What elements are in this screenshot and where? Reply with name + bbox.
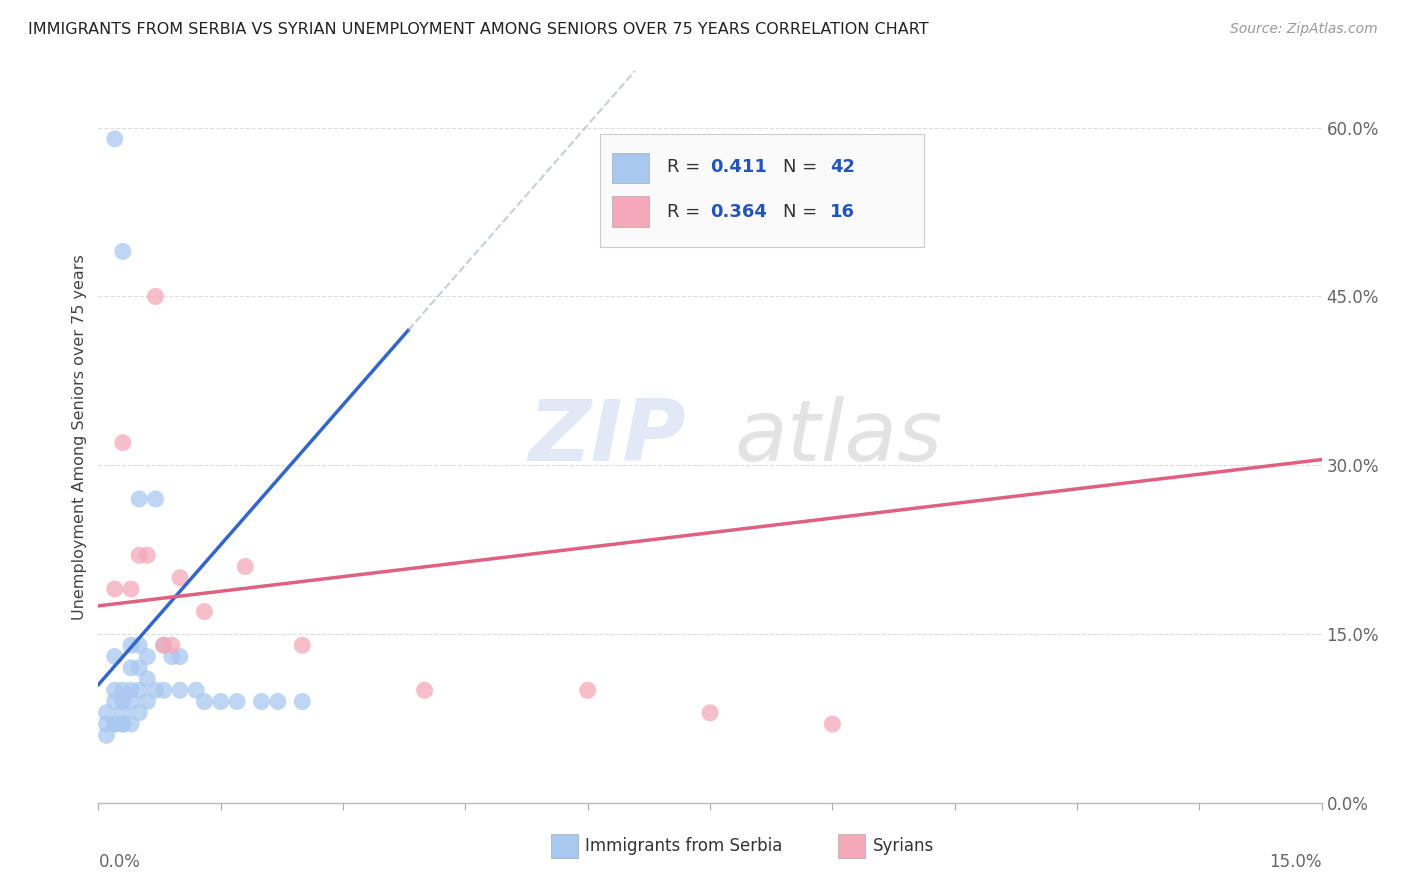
Point (120, 683, 142, 698)
Point (104, 717, 127, 731)
Point (120, 582, 142, 596)
Bar (612, 196, 648, 227)
Point (104, 694, 127, 708)
Text: ZIP: ZIP (527, 395, 686, 479)
Point (111, 683, 134, 698)
Point (120, 638, 142, 652)
Point (145, 491, 167, 506)
Point (169, 571, 191, 585)
Text: 0.411: 0.411 (710, 158, 766, 177)
Text: N =: N = (783, 158, 824, 177)
Point (291, 638, 314, 652)
Text: 0.364: 0.364 (710, 202, 766, 221)
Point (104, 683, 127, 698)
Point (209, 694, 232, 708)
Point (104, 649, 127, 664)
Point (169, 683, 191, 698)
Point (291, 694, 314, 708)
Point (267, 694, 290, 708)
Point (96, 706, 118, 720)
Point (821, 717, 844, 731)
Text: 42: 42 (830, 158, 855, 177)
Text: atlas: atlas (734, 395, 942, 479)
Point (136, 672, 159, 686)
Point (104, 132, 127, 146)
Point (226, 694, 249, 708)
Point (152, 638, 174, 652)
Point (186, 683, 208, 698)
Point (193, 694, 215, 708)
Point (169, 649, 191, 664)
Point (145, 683, 167, 698)
Text: 15.0%: 15.0% (1270, 854, 1322, 871)
Point (128, 491, 150, 506)
Text: 0.0%: 0.0% (98, 854, 141, 871)
Point (233, 559, 256, 574)
Point (111, 694, 134, 708)
FancyBboxPatch shape (600, 134, 924, 247)
Point (120, 717, 142, 731)
Text: Source: ZipAtlas.com: Source: ZipAtlas.com (1230, 22, 1378, 37)
Point (128, 683, 150, 698)
Point (96, 717, 118, 731)
Point (160, 638, 183, 652)
Point (136, 548, 159, 562)
Point (152, 683, 174, 698)
Point (160, 649, 183, 664)
Bar (551, 834, 578, 858)
Point (111, 717, 134, 731)
Point (111, 435, 134, 450)
Point (128, 548, 150, 562)
Point (96, 728, 118, 742)
Text: Immigrants from Serbia: Immigrants from Serbia (585, 837, 783, 855)
Text: R =: R = (668, 158, 706, 177)
Point (128, 706, 150, 720)
Text: R =: R = (668, 202, 706, 221)
Text: Syrians: Syrians (873, 837, 934, 855)
Point (128, 661, 150, 675)
Point (250, 694, 273, 708)
Point (576, 683, 599, 698)
Point (120, 694, 142, 708)
Point (111, 706, 134, 720)
Text: 16: 16 (830, 202, 855, 221)
Point (136, 649, 159, 664)
Bar (612, 153, 648, 183)
Point (193, 605, 215, 619)
Point (136, 694, 159, 708)
Text: IMMIGRANTS FROM SERBIA VS SYRIAN UNEMPLOYMENT AMONG SENIORS OVER 75 YEARS CORREL: IMMIGRANTS FROM SERBIA VS SYRIAN UNEMPLO… (28, 22, 929, 37)
Point (111, 717, 134, 731)
Y-axis label: Unemployment Among Seniors over 75 years: Unemployment Among Seniors over 75 years (72, 254, 87, 620)
Point (104, 717, 127, 731)
Bar (838, 834, 865, 858)
Point (145, 289, 167, 303)
Point (128, 638, 150, 652)
Point (104, 582, 127, 596)
Point (111, 244, 134, 259)
Point (413, 683, 436, 698)
Text: N =: N = (783, 202, 824, 221)
Point (152, 638, 174, 652)
Point (699, 706, 721, 720)
Point (120, 661, 142, 675)
